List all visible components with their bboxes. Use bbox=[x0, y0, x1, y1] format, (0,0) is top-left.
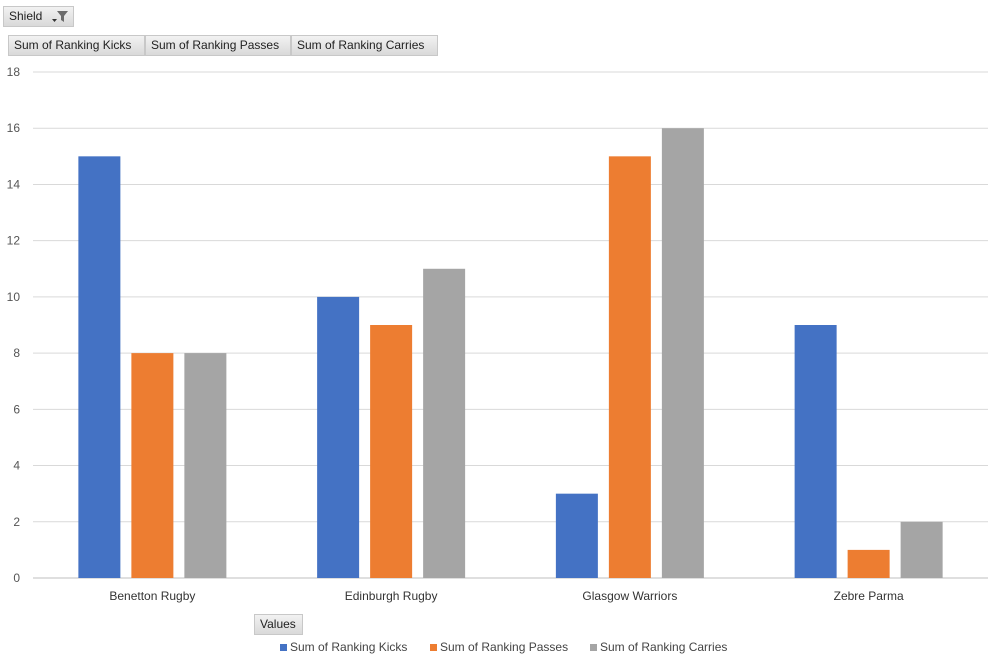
series-field-label: Sum of Ranking Carries bbox=[297, 38, 425, 52]
bar[interactable] bbox=[794, 325, 837, 578]
legend-label: Sum of Ranking Passes bbox=[440, 640, 568, 654]
x-category-label: Edinburgh Rugby bbox=[345, 589, 438, 603]
bar[interactable] bbox=[184, 353, 227, 578]
legend-label: Sum of Ranking Kicks bbox=[290, 640, 407, 654]
legend-label: Sum of Ranking Carries bbox=[600, 640, 727, 654]
series-field-button-kicks[interactable]: Sum of Ranking Kicks bbox=[8, 35, 145, 56]
bar[interactable] bbox=[131, 353, 174, 578]
x-category-label: Glasgow Warriors bbox=[582, 589, 677, 603]
bar[interactable] bbox=[661, 128, 704, 578]
legend-swatch bbox=[280, 644, 287, 651]
values-field-label: Values bbox=[260, 617, 296, 631]
series-field-label: Sum of Ranking Passes bbox=[151, 38, 280, 52]
x-category-label: Benetton Rugby bbox=[109, 589, 195, 603]
bar[interactable] bbox=[78, 156, 121, 579]
y-tick-label: 16 bbox=[7, 121, 21, 135]
y-tick-label: 8 bbox=[13, 346, 20, 360]
series-field-button-passes[interactable]: Sum of Ranking Passes bbox=[145, 35, 291, 56]
y-tick-label: 2 bbox=[13, 515, 20, 529]
bar[interactable] bbox=[555, 493, 598, 578]
series-field-button-carries[interactable]: Sum of Ranking Carries bbox=[291, 35, 438, 56]
series-field-label: Sum of Ranking Kicks bbox=[14, 38, 132, 52]
y-tick-label: 18 bbox=[7, 65, 21, 79]
filter-dropdown-icon bbox=[52, 11, 68, 22]
bar[interactable] bbox=[317, 296, 360, 578]
x-category-label: Zebre Parma bbox=[834, 589, 904, 603]
y-tick-label: 0 bbox=[13, 571, 20, 585]
bar[interactable] bbox=[847, 549, 890, 578]
legend-swatch bbox=[590, 644, 597, 651]
y-tick-label: 10 bbox=[7, 290, 21, 304]
legend-swatch bbox=[430, 644, 437, 651]
shield-filter-label: Shield bbox=[9, 9, 43, 23]
y-tick-label: 12 bbox=[7, 234, 21, 248]
bar[interactable] bbox=[608, 156, 651, 579]
y-tick-label: 4 bbox=[13, 459, 20, 473]
y-tick-label: 14 bbox=[7, 177, 21, 191]
y-tick-label: 6 bbox=[13, 402, 20, 416]
shield-filter-button[interactable]: Shield bbox=[3, 6, 74, 27]
bar[interactable] bbox=[370, 325, 413, 578]
values-field-button[interactable]: Values bbox=[254, 614, 303, 635]
bar[interactable] bbox=[900, 521, 943, 578]
bar[interactable] bbox=[423, 268, 466, 578]
